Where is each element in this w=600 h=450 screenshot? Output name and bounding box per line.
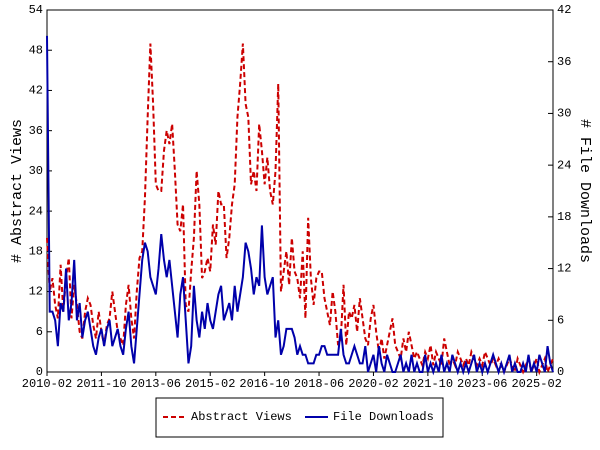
y-tick-label: 6	[36, 325, 43, 339]
y2-tick-label: 6	[557, 313, 564, 327]
x-tick-label: 2023-06	[457, 377, 507, 391]
y-tick-label: 54	[29, 3, 43, 17]
legend-box	[155, 397, 444, 438]
x-tick-label: 2015-02	[185, 377, 235, 391]
plot-frame	[46, 9, 554, 373]
legend-label: File Downloads	[333, 410, 434, 424]
y2-axis-title: # File Downloads	[576, 119, 593, 263]
y-tick-label: 30	[29, 164, 43, 178]
y-tick-label: 24	[29, 204, 43, 218]
y-axis-title: # Abstract Views	[9, 119, 26, 263]
y-tick-label: 18	[29, 245, 43, 259]
y2-tick-label: 24	[557, 158, 571, 172]
y-tick-label: 48	[29, 43, 43, 57]
y2-tick-label: 18	[557, 210, 571, 224]
y2-tick-label: 12	[557, 262, 571, 276]
y-tick-label: 0	[36, 365, 43, 379]
y2-tick-label: 36	[557, 55, 571, 69]
y-tick-label: 42	[29, 84, 43, 98]
y2-tick-label: 42	[557, 3, 571, 17]
x-tick-label: 2018-06	[294, 377, 344, 391]
x-tick-label: 2016-10	[239, 377, 289, 391]
y2-tick-label: 0	[557, 365, 564, 379]
series-line	[46, 43, 554, 376]
x-tick-label: 2011-10	[76, 377, 126, 391]
x-tick-label: 2025-02	[511, 377, 561, 391]
y-tick-label: 12	[29, 285, 43, 299]
legend-label: Abstract Views	[191, 410, 292, 424]
y-tick-label: 36	[29, 124, 43, 138]
y2-tick-label: 30	[557, 107, 571, 121]
x-tick-label: 2021-10	[403, 377, 453, 391]
x-tick-label: 2020-02	[348, 377, 398, 391]
x-tick-label: 2013-06	[131, 377, 181, 391]
x-tick-label: 2010-02	[22, 377, 72, 391]
series-line	[46, 35, 554, 376]
